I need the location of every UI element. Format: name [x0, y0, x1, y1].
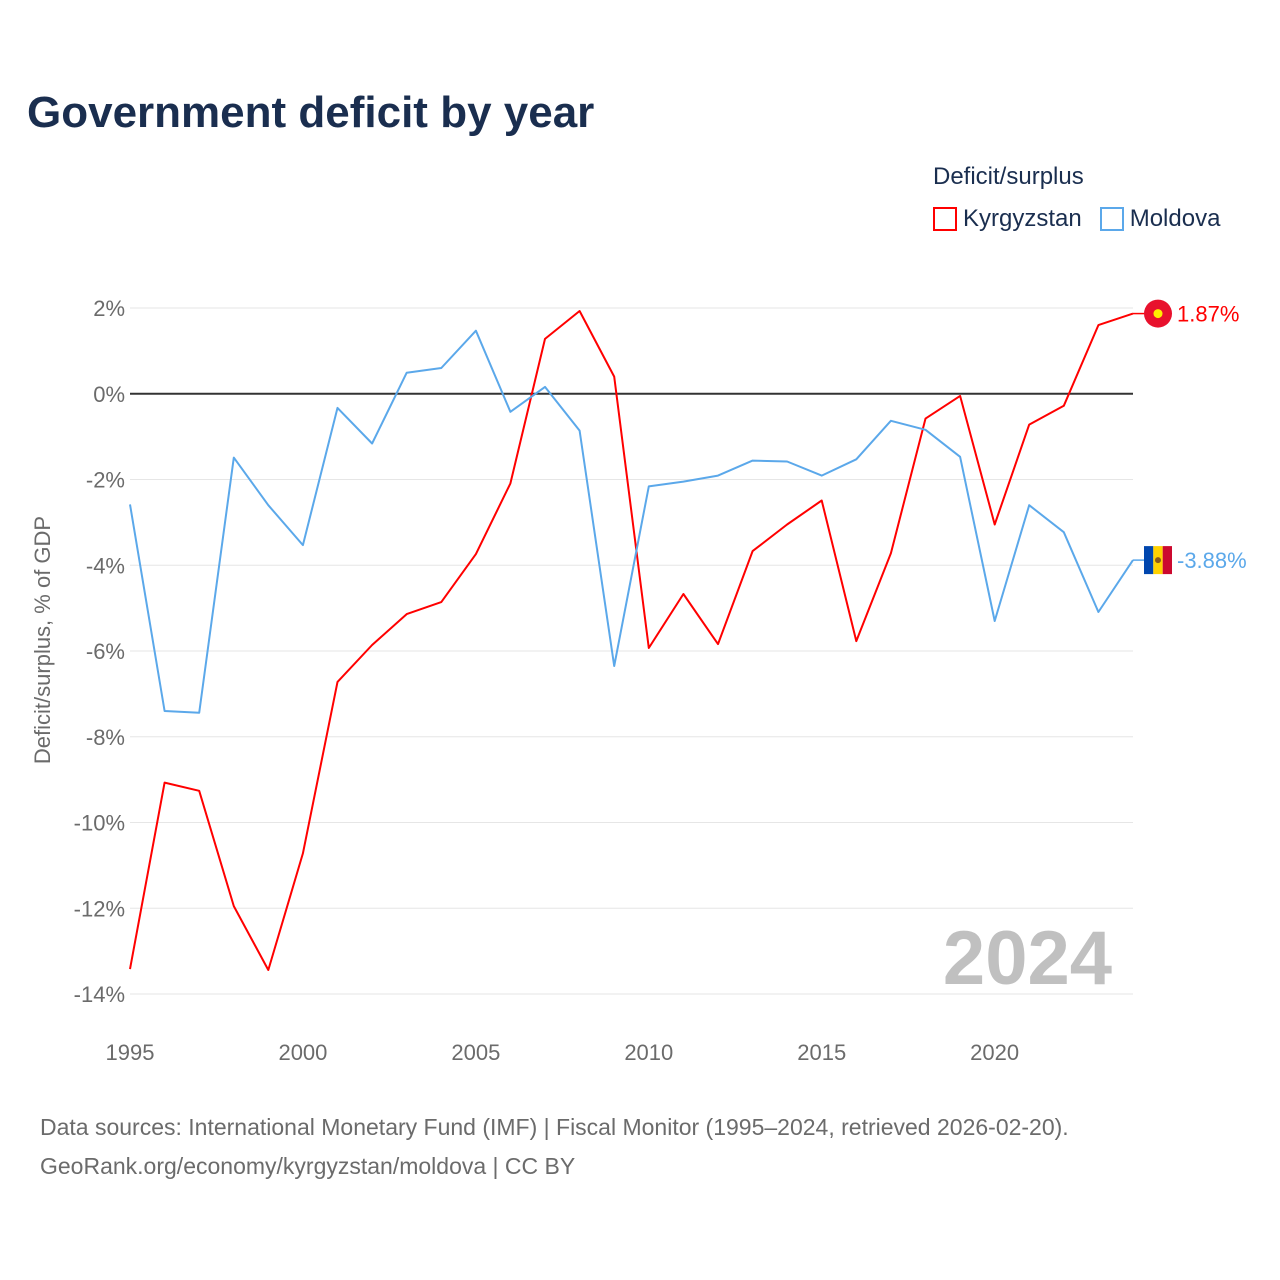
- y-tick-label: -10%: [74, 811, 125, 836]
- x-tick-label: 2015: [797, 1040, 846, 1065]
- series-line-moldova: [129, 329, 1134, 714]
- y-tick-label: -2%: [86, 468, 125, 493]
- end-value-label: -3.88%: [1177, 548, 1247, 573]
- y-tick-label: -6%: [86, 639, 125, 664]
- y-tick-label: -8%: [86, 725, 125, 750]
- x-tick-label: 2010: [624, 1040, 673, 1065]
- legend-title: Deficit/surplus: [933, 163, 1084, 190]
- data-source-text: Data sources: International Monetary Fun…: [40, 1114, 1069, 1140]
- moldova-flag-icon: [1144, 546, 1154, 575]
- flag-stripe: [1162, 546, 1172, 575]
- legend-swatch-moldova: [1099, 207, 1124, 231]
- chart-title: Government deficit by year: [27, 88, 595, 137]
- y-tick-label: 0%: [93, 382, 125, 407]
- legend-label-moldova: Moldova: [1129, 205, 1221, 232]
- legend: Kyrgyzstan Moldova: [933, 205, 1220, 233]
- legend-swatch-kyrgyzstan: [933, 207, 957, 231]
- legend-item-kyrgyzstan[interactable]: Kyrgyzstan: [933, 205, 1082, 233]
- y-tick-label: -12%: [74, 896, 125, 921]
- end-value-label: 1.87%: [1177, 302, 1239, 327]
- x-tick-label: 2020: [970, 1040, 1019, 1065]
- flag-emblem: [1155, 557, 1161, 564]
- series-line-kyrgyzstan: [129, 310, 1134, 971]
- x-tick-label: 2005: [451, 1040, 500, 1065]
- x-tick-label: 1995: [106, 1040, 155, 1065]
- source-link[interactable]: GeoRank.org/economy/kyrgyzstan/moldova |…: [40, 1153, 576, 1179]
- year-watermark: 2024: [943, 916, 1112, 1001]
- legend-item-moldova[interactable]: Moldova: [1099, 205, 1221, 233]
- footer: Data sources: International Monetary Fun…: [40, 1108, 1069, 1186]
- y-tick-label: 2%: [93, 296, 125, 321]
- y-tick-label: -14%: [74, 982, 125, 1007]
- legend-label-kyrgyzstan: Kyrgyzstan: [963, 205, 1082, 232]
- y-tick-label: -4%: [86, 553, 125, 578]
- flag-sun: [1153, 309, 1163, 319]
- y-axis-label: Deficit/surplus, % of GDP: [30, 516, 55, 764]
- x-tick-label: 2000: [278, 1040, 327, 1065]
